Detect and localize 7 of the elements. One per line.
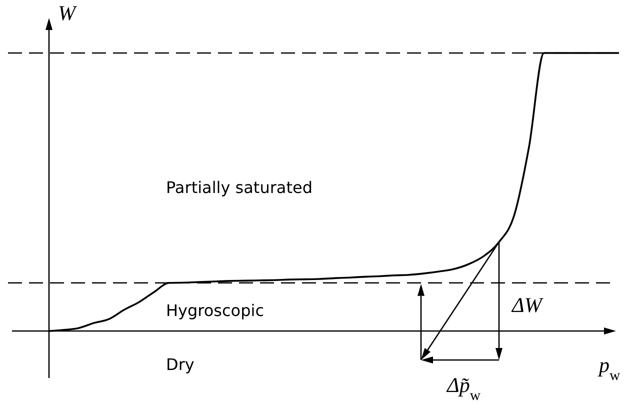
text: Dry (166, 355, 194, 374)
y-axis-title: W (58, 1, 78, 25)
annotation: Partially saturated (166, 178, 312, 197)
annotation: ΔW (511, 293, 544, 317)
annotation: Hygroscopic (166, 301, 264, 320)
text: Δp̃$_{w}$ (446, 373, 481, 404)
x-axis-title: p$_{w}$ (597, 353, 620, 384)
